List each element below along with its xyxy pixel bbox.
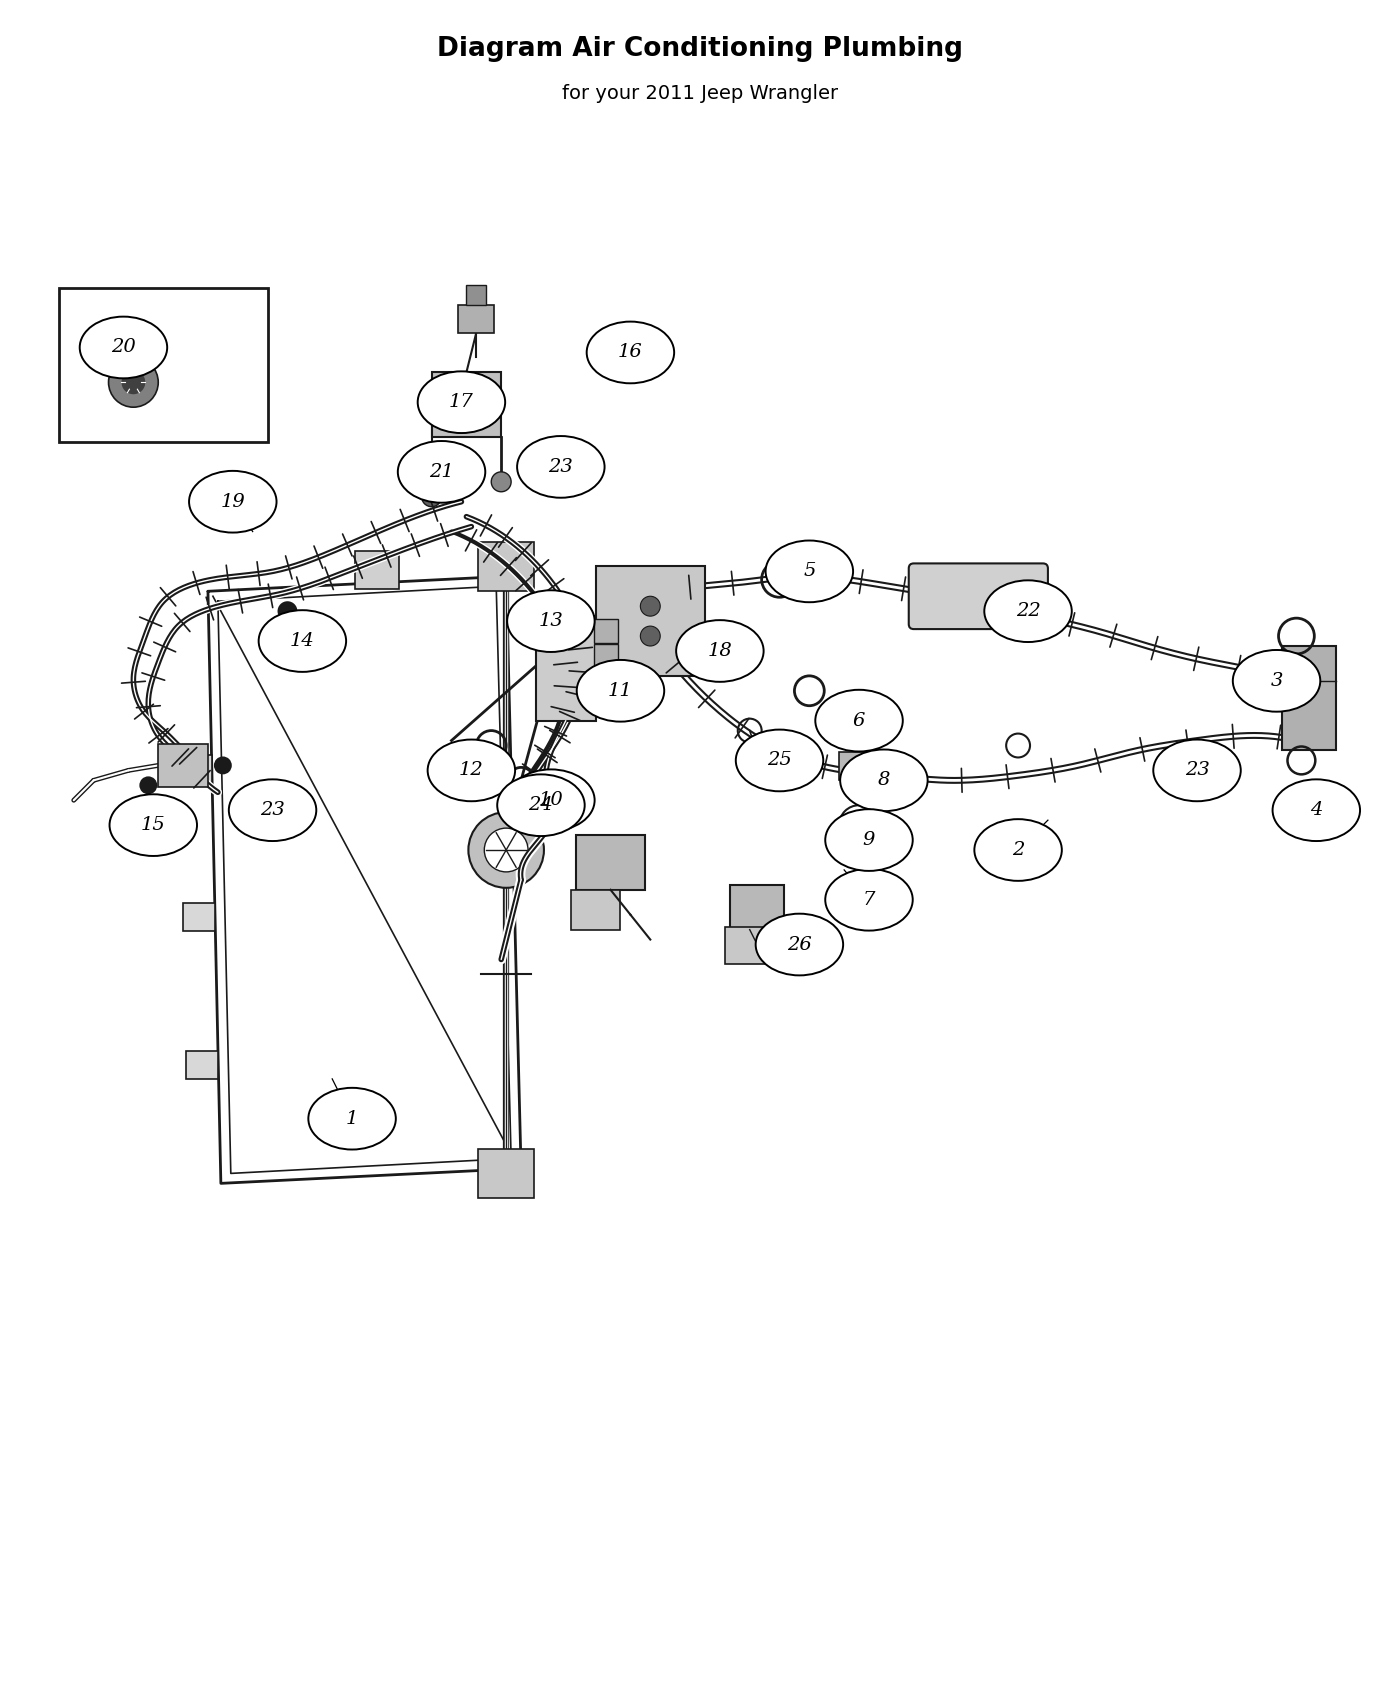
Ellipse shape: [517, 435, 605, 498]
FancyBboxPatch shape: [575, 835, 645, 889]
Ellipse shape: [109, 794, 197, 857]
FancyBboxPatch shape: [431, 372, 501, 437]
Circle shape: [115, 326, 129, 340]
FancyBboxPatch shape: [909, 563, 1049, 629]
FancyBboxPatch shape: [594, 619, 619, 643]
Text: 23: 23: [260, 801, 286, 819]
FancyBboxPatch shape: [158, 743, 209, 787]
Ellipse shape: [756, 913, 843, 976]
Ellipse shape: [587, 321, 675, 382]
Text: 17: 17: [449, 393, 473, 411]
Text: 3: 3: [1270, 672, 1282, 690]
Circle shape: [140, 777, 157, 794]
FancyBboxPatch shape: [725, 927, 770, 964]
Circle shape: [469, 813, 545, 887]
Ellipse shape: [825, 809, 913, 870]
FancyBboxPatch shape: [536, 615, 595, 721]
Ellipse shape: [1154, 740, 1240, 801]
FancyBboxPatch shape: [466, 286, 486, 304]
Ellipse shape: [259, 610, 346, 672]
Text: 21: 21: [430, 462, 454, 481]
Ellipse shape: [417, 371, 505, 434]
FancyBboxPatch shape: [183, 903, 216, 932]
Circle shape: [214, 756, 232, 775]
Circle shape: [277, 602, 297, 620]
Text: 7: 7: [862, 891, 875, 910]
Ellipse shape: [825, 869, 913, 930]
FancyBboxPatch shape: [181, 755, 211, 782]
FancyBboxPatch shape: [729, 884, 784, 930]
Ellipse shape: [507, 590, 595, 653]
Text: 22: 22: [1015, 602, 1040, 620]
Text: 8: 8: [878, 772, 890, 789]
Text: 14: 14: [290, 632, 315, 649]
Text: 26: 26: [787, 935, 812, 954]
Circle shape: [476, 382, 496, 403]
Ellipse shape: [840, 750, 928, 811]
Circle shape: [640, 626, 661, 646]
Ellipse shape: [1273, 779, 1359, 842]
Ellipse shape: [427, 740, 515, 801]
Circle shape: [640, 597, 661, 615]
FancyBboxPatch shape: [594, 673, 619, 697]
Text: 1: 1: [346, 1110, 358, 1127]
Text: 16: 16: [617, 343, 643, 362]
FancyBboxPatch shape: [186, 1051, 218, 1080]
Ellipse shape: [815, 690, 903, 751]
FancyBboxPatch shape: [479, 542, 533, 592]
FancyBboxPatch shape: [59, 287, 267, 442]
Text: 9: 9: [862, 831, 875, 848]
FancyBboxPatch shape: [595, 566, 706, 677]
Ellipse shape: [766, 541, 853, 602]
FancyBboxPatch shape: [458, 304, 494, 333]
Text: Diagram Air Conditioning Plumbing: Diagram Air Conditioning Plumbing: [437, 36, 963, 61]
Text: 6: 6: [853, 712, 865, 729]
Ellipse shape: [507, 770, 595, 831]
Text: 5: 5: [804, 563, 816, 580]
Ellipse shape: [398, 440, 486, 503]
Ellipse shape: [228, 779, 316, 842]
Text: 23: 23: [1184, 762, 1210, 779]
Ellipse shape: [676, 620, 763, 682]
Circle shape: [746, 748, 763, 763]
FancyBboxPatch shape: [479, 1149, 533, 1198]
FancyBboxPatch shape: [356, 551, 399, 588]
Ellipse shape: [1233, 649, 1320, 712]
Text: 18: 18: [707, 643, 732, 660]
Text: 15: 15: [141, 816, 165, 835]
Text: 13: 13: [539, 612, 563, 631]
Circle shape: [491, 473, 511, 491]
FancyBboxPatch shape: [571, 889, 620, 930]
Text: for your 2011 Jeep Wrangler: for your 2011 Jeep Wrangler: [561, 85, 839, 104]
FancyBboxPatch shape: [1281, 646, 1336, 750]
Text: 23: 23: [549, 457, 573, 476]
Text: 2: 2: [1012, 842, 1025, 858]
Text: 11: 11: [608, 682, 633, 700]
Ellipse shape: [984, 580, 1072, 643]
Text: 24: 24: [529, 796, 553, 814]
FancyBboxPatch shape: [839, 753, 874, 780]
Ellipse shape: [736, 729, 823, 790]
Circle shape: [421, 486, 441, 507]
Text: 4: 4: [1310, 801, 1323, 819]
Ellipse shape: [189, 471, 277, 532]
Text: 12: 12: [459, 762, 484, 779]
Ellipse shape: [577, 660, 664, 721]
Ellipse shape: [974, 819, 1061, 881]
Ellipse shape: [497, 775, 585, 836]
Text: 19: 19: [220, 493, 245, 510]
Ellipse shape: [80, 316, 167, 379]
Text: 10: 10: [539, 790, 563, 809]
Circle shape: [484, 828, 528, 872]
Text: 25: 25: [767, 751, 792, 770]
Circle shape: [122, 371, 146, 394]
FancyBboxPatch shape: [594, 644, 619, 668]
Text: 20: 20: [111, 338, 136, 357]
Circle shape: [109, 357, 158, 408]
Ellipse shape: [308, 1088, 396, 1149]
